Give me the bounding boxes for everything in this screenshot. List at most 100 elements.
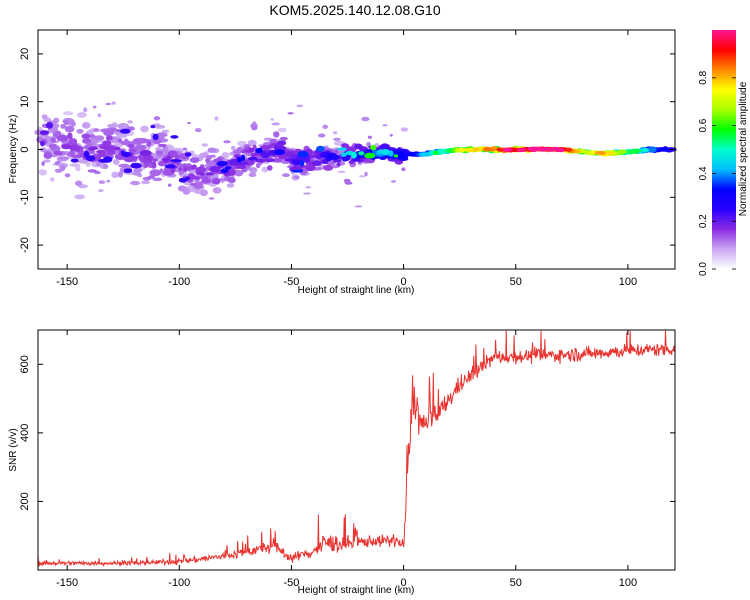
spectrogram-cell — [323, 164, 334, 171]
y-tick-label: 400 — [19, 424, 31, 442]
spectrogram-marks — [34, 101, 677, 208]
y-tick-label: 20 — [19, 48, 31, 60]
spectrogram-cell — [606, 151, 615, 156]
spectrogram-cell — [153, 116, 161, 121]
spectrogram-cell — [75, 180, 83, 187]
spectrogram-cell — [401, 167, 406, 172]
spectrogram-cell — [305, 164, 316, 172]
spectrogram-cell — [98, 180, 106, 185]
spectrogram-cell — [207, 147, 217, 153]
spectrogram-cell — [152, 158, 159, 162]
spectrogram-cell — [105, 135, 113, 141]
spectrogram-cell — [340, 143, 350, 148]
spectrogram-cell — [389, 134, 393, 137]
colorbar-label: Normalized spectral amplitude — [738, 81, 749, 216]
spectrogram-cell — [151, 161, 157, 168]
spectrogram-cell — [71, 121, 75, 127]
spectrogram-cell — [133, 168, 143, 173]
spectrogram-cell — [103, 163, 109, 170]
x-tick-label: -150 — [56, 276, 78, 288]
spectrogram-cell — [421, 152, 429, 157]
spectrogram-cell — [361, 116, 370, 122]
spectrogram-cell — [189, 157, 200, 164]
spectrogram-cell — [358, 151, 365, 156]
spectrogram-cell — [291, 169, 303, 173]
snr-series-line — [37, 330, 676, 568]
spectrogram-cell — [248, 172, 257, 177]
snr-x-ticks: -150 -100 -50 0 50 100 — [56, 330, 637, 589]
spectrogram-cell — [297, 151, 309, 158]
spectrogram-cell — [184, 152, 192, 157]
spectrogram-cell — [43, 152, 53, 160]
spectrogram-cell — [70, 158, 79, 163]
spectrogram-cell — [88, 146, 96, 151]
spectrogram-cell — [598, 150, 606, 156]
spectrogram-cell — [367, 135, 372, 139]
spectrogram-cell — [41, 161, 45, 166]
snr-y-ticks: 200 400 600 — [19, 355, 675, 511]
spectrogram-cell — [240, 154, 246, 162]
spectrogram-cell — [127, 143, 135, 149]
spectrogram-cell — [261, 166, 269, 173]
spectrogram-cell — [87, 169, 98, 173]
spectrogram-cell — [92, 105, 97, 109]
spectrogram-cell — [99, 145, 112, 150]
spectrogram-cell — [277, 127, 287, 133]
spectrogram-cell — [76, 129, 84, 134]
spectrogram-cell — [164, 164, 176, 169]
spectrogram-cell — [75, 165, 81, 172]
spectrogram-cell — [341, 157, 349, 162]
spectrogram-cell — [340, 152, 347, 157]
spectrogram-cell — [303, 192, 311, 195]
spectrogram-cell — [150, 124, 156, 129]
spectrogram-cell — [58, 156, 70, 160]
spectrogram-cell — [136, 138, 149, 144]
spectrogram-cell — [177, 185, 187, 192]
spectrogram-cell — [465, 147, 473, 153]
spectrogram-cell — [195, 129, 202, 132]
spectrogram-cell — [273, 157, 282, 163]
spectrogram-cell — [98, 189, 104, 193]
spectrogram-cell — [83, 107, 88, 113]
spectrogram-cell — [120, 140, 131, 146]
spectrogram-cell — [59, 164, 66, 172]
spectrogram-cell — [236, 156, 243, 163]
spectrogram-cell — [179, 169, 184, 176]
spectrogram-cell — [161, 129, 170, 134]
snr-x-label: Height of straight line (km) — [298, 585, 415, 596]
spectrogram-cell — [217, 165, 222, 170]
spectrogram-cell — [117, 138, 123, 143]
spectrogram-cell — [54, 161, 60, 165]
spectrogram-cell — [117, 123, 130, 130]
spectrogram-cell — [152, 133, 159, 141]
spectrogram-cell — [155, 132, 168, 138]
spectrogram-cell — [263, 137, 273, 141]
spectrogram-cell — [211, 178, 221, 185]
spectrogram-cell — [193, 176, 201, 180]
spectrogram-cell — [358, 175, 366, 178]
spectrogram-cell — [185, 176, 190, 181]
spectrogram-cell — [60, 124, 67, 129]
spectrogram-cell — [132, 172, 142, 176]
spectrogram-cell — [205, 172, 215, 176]
figure-title: KOM5.2025.140.12.08.G10 — [269, 2, 440, 18]
spectrogram-cell — [322, 124, 329, 129]
spectrogram-cell — [380, 149, 391, 156]
spectrogram-cell — [121, 151, 132, 158]
spectrogram-cell — [273, 131, 280, 138]
y-tick-label: 10 — [19, 96, 31, 108]
spectrogram-cell — [236, 163, 247, 170]
y-tick-label: 200 — [19, 492, 31, 510]
spectrogram-cell — [178, 167, 183, 171]
spectrogram-cell — [400, 127, 409, 132]
spectrogram-cell — [344, 181, 353, 185]
spectrogram-cell — [41, 114, 48, 120]
spectrogram-cell — [557, 147, 565, 153]
spectrogram-cell — [43, 159, 51, 163]
spectrogram-cell — [247, 156, 258, 161]
spectrogram-cell — [232, 149, 242, 155]
spectrogram-cell — [103, 156, 113, 163]
spectrogram-cell — [174, 154, 180, 160]
spectrogram-cell — [617, 149, 627, 154]
spectrogram-cell — [127, 120, 133, 124]
